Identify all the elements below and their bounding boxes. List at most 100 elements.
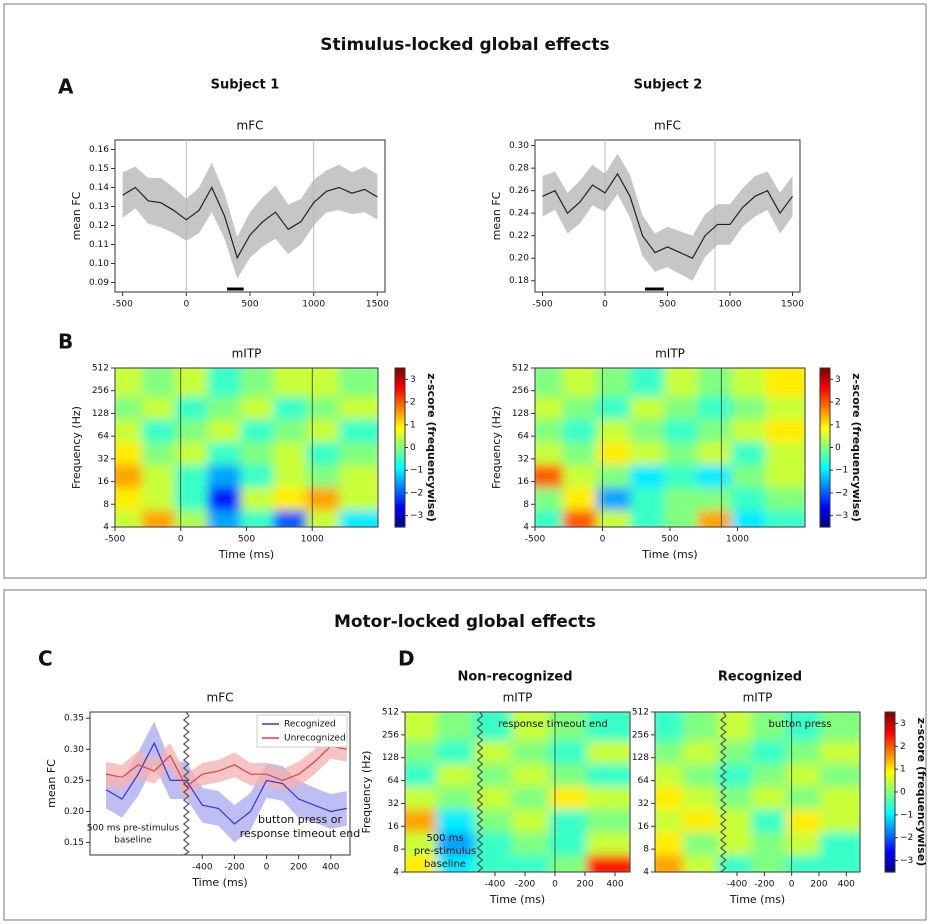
- colorbar-swatch: [820, 450, 830, 454]
- colorbar-tick-label: −2: [900, 833, 913, 843]
- colorbar-tick-label: −1: [410, 466, 423, 476]
- colorbar-swatch: [885, 749, 895, 753]
- colorbar-tick-label: −3: [900, 856, 913, 866]
- colorbar-swatch: [395, 442, 405, 446]
- y-tick-label: 0.13: [89, 202, 109, 212]
- colorbar-swatch: [820, 474, 830, 478]
- heat-cell: [765, 368, 805, 397]
- colorbar-swatch: [885, 733, 895, 737]
- annotation: baseline: [424, 859, 466, 870]
- colorbar-swatch: [820, 503, 830, 507]
- x-tick-label: 1500: [366, 300, 389, 310]
- colorbar-swatch: [885, 856, 895, 860]
- colorbar-swatch: [885, 712, 895, 716]
- colorbar-swatch: [395, 519, 405, 523]
- colorbar-swatch: [395, 489, 405, 494]
- colorbar-swatch: [395, 386, 405, 390]
- colorbar-swatch: [820, 423, 830, 427]
- annotation: button press: [769, 719, 832, 730]
- colorbar-swatch: [885, 853, 895, 857]
- colorbar-swatch: [395, 481, 405, 486]
- x-tick-label: -500: [532, 300, 553, 310]
- colorbar-swatch: [395, 375, 405, 380]
- baseline-divider: [182, 711, 190, 856]
- colorbar-swatch: [885, 728, 895, 732]
- x-tick-label: 200: [576, 880, 593, 890]
- colorbar-swatch: [820, 383, 830, 388]
- colorbar-swatch: [885, 757, 895, 761]
- colorbar-swatch: [885, 821, 895, 825]
- y-tick-label: 512: [512, 364, 529, 374]
- colorbar-swatch: [820, 471, 830, 475]
- colorbar-swatch: [395, 458, 405, 462]
- colorbar-swatch: [820, 386, 830, 390]
- y-tick-label: 0.30: [64, 745, 84, 755]
- colorbar-swatch: [820, 484, 830, 488]
- colorbar-swatch: [820, 444, 830, 449]
- colorbar-tick-label: 1: [900, 765, 906, 775]
- colorbar-swatch: [395, 521, 405, 525]
- x-tick-label: 500: [659, 300, 676, 310]
- colorbar-swatch: [820, 516, 830, 520]
- colorbar-swatch: [820, 410, 830, 414]
- colorbar-swatch: [885, 829, 895, 833]
- x-tick-label: 400: [838, 880, 855, 890]
- x-tick-label: 1000: [301, 535, 324, 545]
- colorbar-swatch: [395, 484, 405, 488]
- colorbar-swatch: [395, 479, 405, 483]
- colorbar-swatch: [395, 474, 405, 478]
- y-axis-label: Frequency (Hz): [360, 751, 373, 834]
- colorbar-swatch: [395, 426, 405, 430]
- colorbar-swatch: [885, 754, 895, 758]
- colorbar-swatch: [820, 468, 830, 472]
- colorbar-swatch: [885, 850, 895, 854]
- y-tick-label: 32: [518, 454, 529, 464]
- error-band: [542, 153, 793, 281]
- colorbar-swatch: [820, 391, 830, 396]
- column-title: Non-recognized: [457, 670, 572, 685]
- colorbar-swatch: [885, 714, 895, 718]
- colorbar-swatch: [820, 378, 830, 382]
- colorbar-swatch: [395, 503, 405, 507]
- colorbar-swatch: [820, 370, 830, 374]
- colorbar-swatch: [885, 778, 895, 782]
- colorbar-swatch: [885, 824, 895, 828]
- colorbar-swatch: [395, 455, 405, 459]
- colorbar-swatch: [820, 460, 830, 464]
- x-tick-label: 500: [241, 300, 258, 310]
- colorbar-tick-label: 0: [410, 443, 416, 453]
- y-tick-label: 0.22: [509, 231, 529, 241]
- x-tick-label: 1500: [781, 300, 804, 310]
- colorbar-swatch: [885, 834, 895, 838]
- colorbar-swatch: [395, 476, 405, 480]
- colorbar-swatch: [395, 423, 405, 427]
- error-band: [122, 162, 378, 279]
- y-tick-label: 32: [388, 799, 399, 809]
- colorbar-tick-label: −1: [900, 810, 913, 820]
- colorbar-swatch: [395, 410, 405, 414]
- heatmap: [405, 712, 630, 872]
- colorbar-swatch: [885, 858, 895, 862]
- colorbar-swatch: [885, 813, 895, 817]
- y-tick-label: 256: [382, 730, 399, 740]
- x-tick-label: -400: [727, 880, 748, 890]
- colorbar-swatch: [885, 832, 895, 836]
- x-axis-label: Time (ms): [218, 548, 274, 561]
- y-tick-label: 0.30: [509, 141, 529, 151]
- colorbar-swatch: [820, 397, 830, 401]
- x-tick-label: -400: [485, 880, 506, 890]
- x-tick-label: -500: [112, 300, 133, 310]
- colorbar-swatch: [820, 381, 830, 385]
- colorbar-swatch: [820, 487, 830, 491]
- colorbar-label: z-score (frequencywise): [915, 718, 928, 867]
- colorbar-swatch: [885, 818, 895, 822]
- colorbar-swatch: [820, 428, 830, 433]
- colorbar-swatch: [885, 776, 895, 780]
- colorbar-swatch: [820, 439, 830, 443]
- colorbar-swatch: [885, 744, 895, 748]
- y-tick-label: 16: [518, 477, 530, 487]
- x-axis-label: Time (ms): [191, 876, 247, 889]
- y-tick-label: 0.15: [89, 164, 109, 174]
- y-tick-label: 128: [92, 409, 109, 419]
- y-tick-label: 0.16: [89, 145, 109, 155]
